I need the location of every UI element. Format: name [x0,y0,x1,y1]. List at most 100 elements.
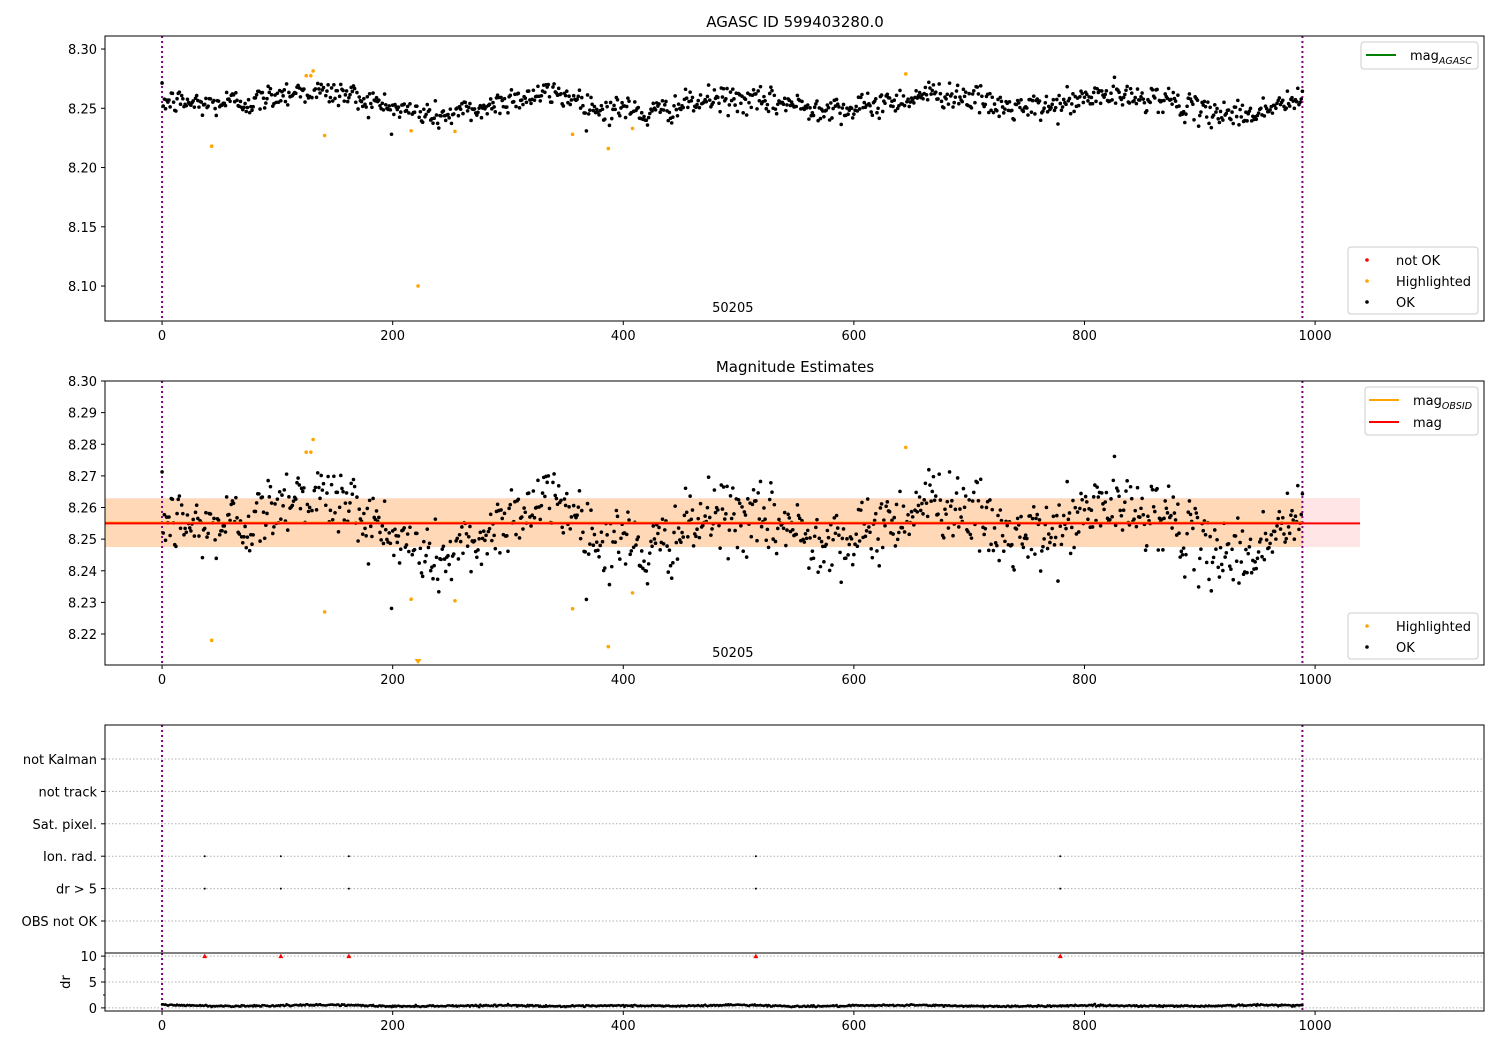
ok-point [1086,99,1090,103]
ok-point [1144,108,1149,113]
ok-point [1218,109,1223,114]
legend-point-swatch [1365,624,1369,628]
ok-point [522,506,526,510]
ok-point [877,564,882,568]
ok-point [804,536,809,541]
ok-point [796,513,801,518]
ok-point [250,542,254,547]
ok-point [1224,111,1229,116]
ok-point [531,489,536,493]
ok-point [784,108,788,113]
ok-point [1012,568,1016,572]
ok-point [746,497,750,501]
ok-point [762,506,766,510]
ok-point [694,534,698,539]
obsid-annotation: 50205 [712,646,753,661]
ok-point [546,82,551,87]
ok-point [553,493,558,498]
ok-point [831,106,835,111]
ok-point [502,96,507,101]
ok-point [417,115,421,120]
ok-point [360,104,365,109]
ok-point [658,548,662,552]
ok-point [807,117,811,121]
ok-point [822,560,826,564]
ok-point [370,105,374,110]
ok-point [1031,504,1036,509]
ok-point [1118,508,1123,513]
x-tick-label: 600 [841,673,866,688]
ok-point [162,512,167,517]
ok-point [1072,109,1076,114]
ok-point [1117,90,1121,95]
ok-point [895,537,900,542]
ok-point [1000,105,1005,109]
ok-point [1153,509,1157,514]
ok-point [1127,101,1132,105]
ok-point [273,502,277,506]
ok-point [222,524,227,528]
ok-point [348,92,352,97]
ok-point [795,503,800,507]
ok-point [614,508,619,513]
ok-point [720,95,725,99]
ok-point [800,99,804,104]
ok-point [946,102,951,106]
ok-point [756,89,760,93]
ok-point [1184,552,1188,557]
ok-point [872,518,877,523]
ok-point [1019,98,1023,102]
ok-point [520,515,524,519]
ok-point [1093,483,1097,487]
ok-point [690,508,695,512]
ok-point [921,97,925,101]
ok-point [212,516,216,521]
ok-point [954,89,959,93]
ok-point [1203,104,1208,109]
ok-point [237,532,242,536]
ok-point [1124,88,1128,93]
ok-point [329,482,334,487]
ok-point [392,112,396,117]
ok-point [584,129,589,133]
ok-point [244,109,249,114]
ok-point [958,95,962,99]
ok-point [1276,516,1280,521]
ok-point [1226,108,1231,112]
ok-point [1142,100,1147,105]
ok-point [493,110,498,114]
ok-point [425,527,430,531]
ok-point [517,536,522,540]
ok-point [634,543,638,547]
ok-point [765,102,770,107]
ok-point [1236,98,1240,103]
ok-point [1076,103,1081,108]
ok-point [757,517,762,521]
ok-point [264,523,268,528]
ok-point [460,525,464,529]
ok-point [1102,95,1106,99]
ok-point [667,110,672,115]
ok-point [613,107,618,112]
ok-point [193,510,198,515]
ok-point [571,93,576,98]
ok-point [976,498,981,503]
ok-point [1060,105,1065,109]
ok-point [1125,479,1129,483]
ok-point [735,109,740,114]
ok-point [160,81,164,85]
ok-point [224,90,229,95]
ok-point [639,110,644,115]
ok-point [1012,118,1016,122]
ok-point [328,508,333,513]
ok-point [1270,550,1275,554]
ok-point [846,112,850,117]
ok-point [1163,92,1167,96]
ok-point [1076,530,1081,534]
ok-point [185,513,190,517]
ok-point [202,526,207,531]
legend-label: Highlighted [1396,620,1471,635]
ok-point [973,100,977,105]
ok-point [398,110,403,114]
